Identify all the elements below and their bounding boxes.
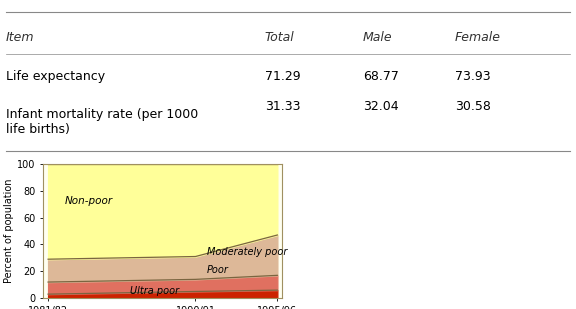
Text: 30.58: 30.58 <box>455 100 491 113</box>
Text: 68.77: 68.77 <box>363 70 399 83</box>
Text: Ultra poor: Ultra poor <box>130 286 179 296</box>
Text: 71.29: 71.29 <box>265 70 301 83</box>
Text: Life expectancy: Life expectancy <box>6 70 105 83</box>
Text: Female: Female <box>455 31 501 44</box>
Text: 73.93: 73.93 <box>455 70 491 83</box>
Text: Non-poor: Non-poor <box>65 197 113 206</box>
Text: Item: Item <box>6 31 34 44</box>
Text: Moderately poor: Moderately poor <box>207 248 287 257</box>
Text: 31.33: 31.33 <box>265 100 301 113</box>
Text: Poor: Poor <box>207 265 229 275</box>
Text: Male: Male <box>363 31 392 44</box>
Text: 32.04: 32.04 <box>363 100 399 113</box>
Y-axis label: Percent of population: Percent of population <box>5 179 14 283</box>
Text: Total: Total <box>265 31 295 44</box>
Text: Infant mortality rate (per 1000
life births): Infant mortality rate (per 1000 life bir… <box>6 108 198 136</box>
